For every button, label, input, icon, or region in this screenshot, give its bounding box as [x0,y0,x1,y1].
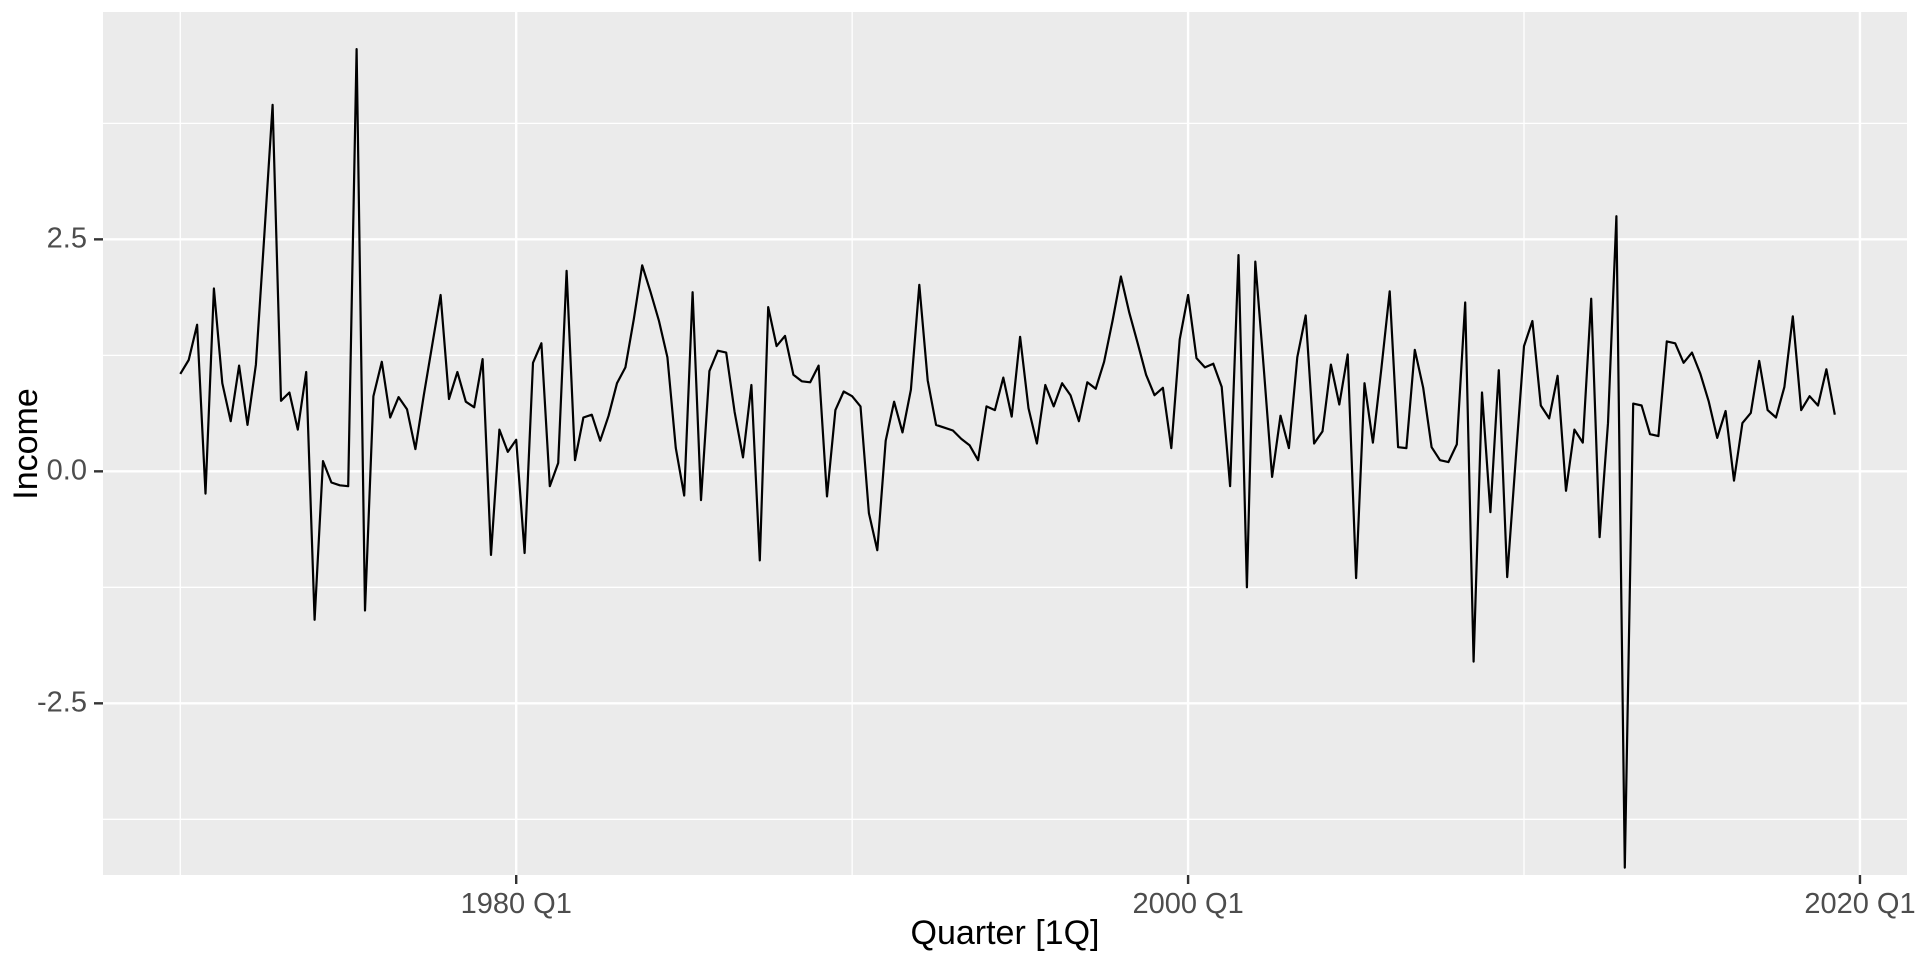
x-tick-label-2000-q1: 2000 Q1 [1132,888,1244,920]
x-tick-label-1980-q1: 1980 Q1 [460,888,572,920]
x-axis-title: Quarter [1Q] [910,914,1100,952]
x-tick-label-2020-q1: 2020 Q1 [1804,888,1916,920]
income-series-line [179,47,1836,869]
panel-background [103,12,1907,875]
y-tick-label-neg-2-5: -2.5 [37,686,87,719]
y-axis-title: Income [7,387,45,500]
y-tick-label-0-0: 0.0 [46,454,87,487]
y-tick-label-2-5: 2.5 [46,222,87,255]
